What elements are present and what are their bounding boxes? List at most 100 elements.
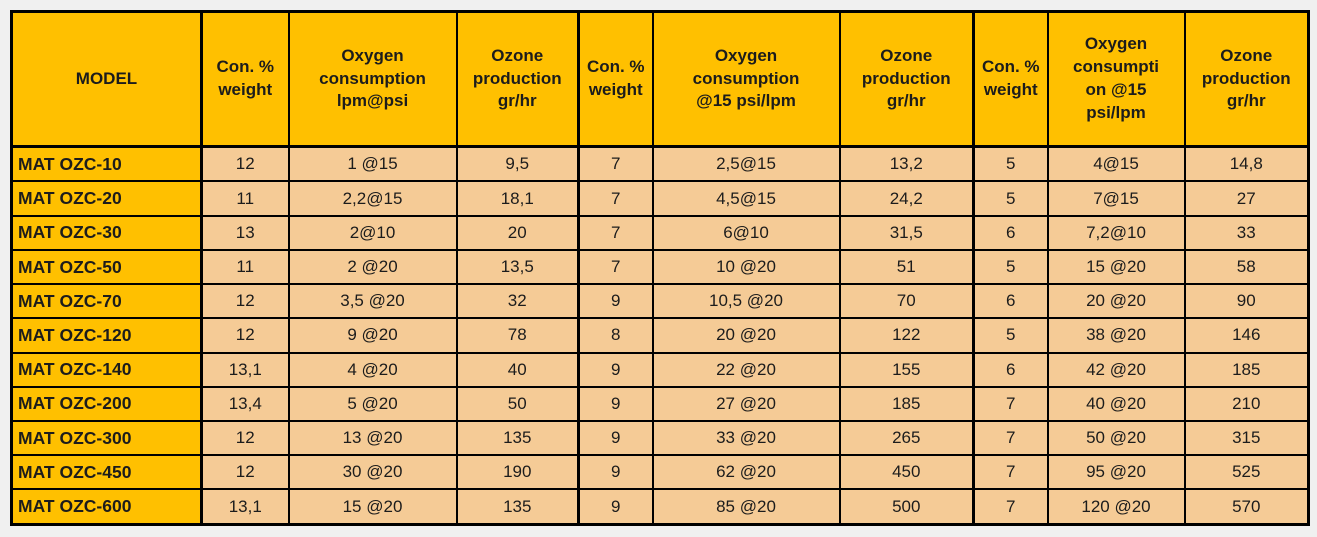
column-header: Con. % weight	[577, 10, 654, 148]
value-cell: 50	[455, 385, 580, 423]
value-cell: 62 @20	[651, 454, 841, 491]
value-cell: 135	[455, 488, 580, 526]
table-row: MAT OZC-30 13 2@10 20 7 6@10 31,5 6 7,2@10 33	[10, 214, 1310, 251]
value-cell: 9	[577, 283, 654, 320]
table-row: MAT OZC-70 12 3,5 @20 32 9 10,5 @20 70 6 20 @20 9…	[10, 283, 1310, 320]
value-cell: 12	[200, 454, 290, 491]
value-cell: 190	[455, 454, 580, 491]
value-cell: 5 @20	[287, 385, 458, 423]
value-cell: 50 @20	[1046, 419, 1186, 457]
value-cell: 185	[838, 385, 975, 423]
value-cell: 33	[1183, 214, 1310, 251]
value-cell: 525	[1183, 454, 1310, 491]
model-cell: MAT OZC-30	[10, 214, 203, 251]
value-cell: 2,2@15	[287, 180, 458, 217]
table-row: MAT OZC-20 11 2,2@15 18,1 7 4,5@15 24,2 5 7@15 27	[10, 180, 1310, 217]
value-cell: 6	[972, 283, 1049, 320]
value-cell: 42 @20	[1046, 351, 1186, 388]
model-cell: MAT OZC-50	[10, 248, 203, 286]
value-cell: 27 @20	[651, 385, 841, 423]
value-cell: 13,1	[200, 351, 290, 388]
value-cell: 265	[838, 419, 975, 457]
value-cell: 7	[972, 385, 1049, 423]
value-cell: 6@10	[651, 214, 841, 251]
value-cell: 70	[838, 283, 975, 320]
value-cell: 12	[200, 283, 290, 320]
value-cell: 5	[972, 248, 1049, 286]
value-cell: 12	[200, 317, 290, 354]
value-cell: 78	[455, 317, 580, 354]
value-cell: 24,2	[838, 180, 975, 217]
value-cell: 7	[972, 419, 1049, 457]
value-cell: 90	[1183, 283, 1310, 320]
model-cell: MAT OZC-70	[10, 283, 203, 320]
value-cell: 10 @20	[651, 248, 841, 286]
value-cell: 9	[577, 488, 654, 526]
value-cell: 9	[577, 419, 654, 457]
value-cell: 9	[577, 351, 654, 388]
value-cell: 40	[455, 351, 580, 388]
value-cell: 15 @20	[287, 488, 458, 526]
table-body: MAT OZC-10 12 1 @15 9,5 7 2,5@15 13,2 5 4@15 14,8…	[10, 145, 1310, 526]
value-cell: 4,5@15	[651, 180, 841, 217]
value-cell: 315	[1183, 419, 1310, 457]
value-cell: 32	[455, 283, 580, 320]
value-cell: 6	[972, 351, 1049, 388]
value-cell: 18,1	[455, 180, 580, 217]
value-cell: 13,2	[838, 145, 975, 183]
column-header: MODEL	[10, 10, 203, 148]
table-row: MAT OZC-10 12 1 @15 9,5 7 2,5@15 13,2 5 4@15 14,8	[10, 145, 1310, 183]
value-cell: 2 @20	[287, 248, 458, 286]
column-header: Oxygen consumpti on @15 psi/lpm	[1046, 10, 1186, 148]
value-cell: 2,5@15	[651, 145, 841, 183]
value-cell: 13,1	[200, 488, 290, 526]
value-cell: 8	[577, 317, 654, 354]
value-cell: 58	[1183, 248, 1310, 286]
model-cell: MAT OZC-300	[10, 419, 203, 457]
value-cell: 7	[972, 488, 1049, 526]
value-cell: 15 @20	[1046, 248, 1186, 286]
value-cell: 9,5	[455, 145, 580, 183]
value-cell: 13,5	[455, 248, 580, 286]
column-header: Ozone production gr/hr	[838, 10, 975, 148]
value-cell: 7	[577, 180, 654, 217]
value-cell: 51	[838, 248, 975, 286]
value-cell: 13 @20	[287, 419, 458, 457]
value-cell: 570	[1183, 488, 1310, 526]
value-cell: 5	[972, 317, 1049, 354]
value-cell: 9	[577, 385, 654, 423]
table-row: MAT OZC-120 12 9 @20 78 8 20 @20 122 5 38 @20 146	[10, 317, 1310, 354]
value-cell: 33 @20	[651, 419, 841, 457]
value-cell: 2@10	[287, 214, 458, 251]
value-cell: 95 @20	[1046, 454, 1186, 491]
model-cell: MAT OZC-600	[10, 488, 203, 526]
value-cell: 135	[455, 419, 580, 457]
value-cell: 31,5	[838, 214, 975, 251]
value-cell: 85 @20	[651, 488, 841, 526]
column-header: Ozone production gr/hr	[1183, 10, 1310, 148]
value-cell: 7,2@10	[1046, 214, 1186, 251]
model-cell: MAT OZC-10	[10, 145, 203, 183]
table-row: MAT OZC-200 13,4 5 @20 50 9 27 @20 185 7 40 @20 2…	[10, 385, 1310, 423]
column-header: Con. % weight	[200, 10, 290, 148]
value-cell: 12	[200, 419, 290, 457]
value-cell: 11	[200, 248, 290, 286]
value-cell: 4 @20	[287, 351, 458, 388]
value-cell: 3,5 @20	[287, 283, 458, 320]
value-cell: 5	[972, 180, 1049, 217]
value-cell: 13	[200, 214, 290, 251]
value-cell: 6	[972, 214, 1049, 251]
column-header: Con. % weight	[972, 10, 1049, 148]
value-cell: 210	[1183, 385, 1310, 423]
table-row: MAT OZC-140 13,1 4 @20 40 9 22 @20 155 6 42 @20 1…	[10, 351, 1310, 388]
column-header: Ozone production gr/hr	[455, 10, 580, 148]
value-cell: 13,4	[200, 385, 290, 423]
value-cell: 500	[838, 488, 975, 526]
value-cell: 1 @15	[287, 145, 458, 183]
model-cell: MAT OZC-200	[10, 385, 203, 423]
value-cell: 20 @20	[651, 317, 841, 354]
column-header: Oxygen consumption lpm@psi	[287, 10, 458, 148]
value-cell: 7@15	[1046, 180, 1186, 217]
value-cell: 5	[972, 145, 1049, 183]
value-cell: 12	[200, 145, 290, 183]
